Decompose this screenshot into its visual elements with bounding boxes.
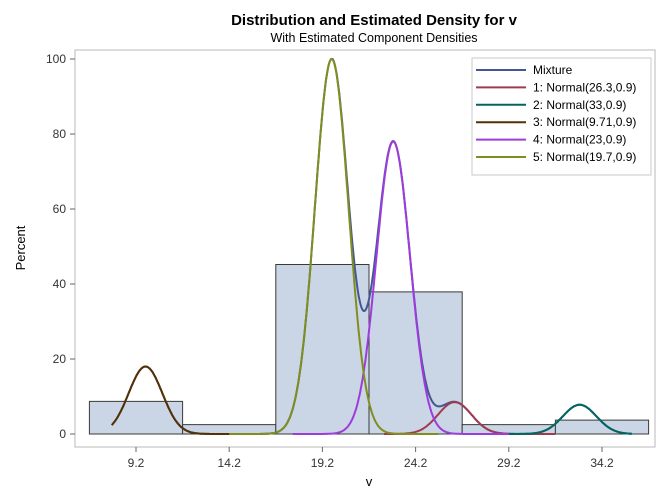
chart-title: Distribution and Estimated Density for v bbox=[231, 12, 518, 29]
legend-entry: 5: Normal(19.7,0.9) bbox=[533, 150, 636, 164]
y-tick-label: 20 bbox=[53, 352, 67, 366]
component-5-density-curve bbox=[229, 57, 438, 435]
histogram-bar bbox=[275, 264, 370, 435]
legend-box bbox=[471, 57, 652, 176]
legend-entry: 4: Normal(23,0.9) bbox=[533, 133, 626, 147]
component-4-density-curve bbox=[292, 140, 509, 435]
legend-entry: 2: Normal(33,0.9) bbox=[533, 98, 626, 112]
x-tick-label: 9.2 bbox=[128, 456, 145, 470]
component-3-density-curve bbox=[111, 365, 230, 435]
legend-entry: 3: Normal(9.71,0.9) bbox=[533, 115, 636, 129]
histogram-bar bbox=[554, 419, 650, 435]
x-axis-label: v bbox=[366, 474, 373, 489]
legend-entry: 1: Normal(26.3,0.9) bbox=[533, 80, 636, 94]
y-tick-label: 100 bbox=[46, 52, 66, 66]
legend: Mixture 1: Normal(26.3,0.9) 2: Normal(33,0… bbox=[471, 57, 652, 176]
x-tick-label: 24.2 bbox=[404, 456, 428, 470]
y-tick-label: 80 bbox=[53, 127, 67, 141]
y-axis-label: Percent bbox=[13, 225, 28, 270]
y-tick-label: 60 bbox=[53, 202, 67, 216]
x-tick-label: 29.2 bbox=[497, 456, 521, 470]
legend-entry: Mixture bbox=[533, 63, 573, 77]
x-tick-label: 19.2 bbox=[311, 456, 335, 470]
chart-subtitle: With Estimated Component Densities bbox=[270, 31, 477, 45]
x-tick-label: 14.2 bbox=[218, 456, 242, 470]
x-tick-label: 34.2 bbox=[590, 456, 614, 470]
component-2-density-curve bbox=[505, 403, 632, 435]
y-tick-label: 0 bbox=[59, 427, 66, 441]
y-tick-label: 40 bbox=[53, 277, 67, 291]
